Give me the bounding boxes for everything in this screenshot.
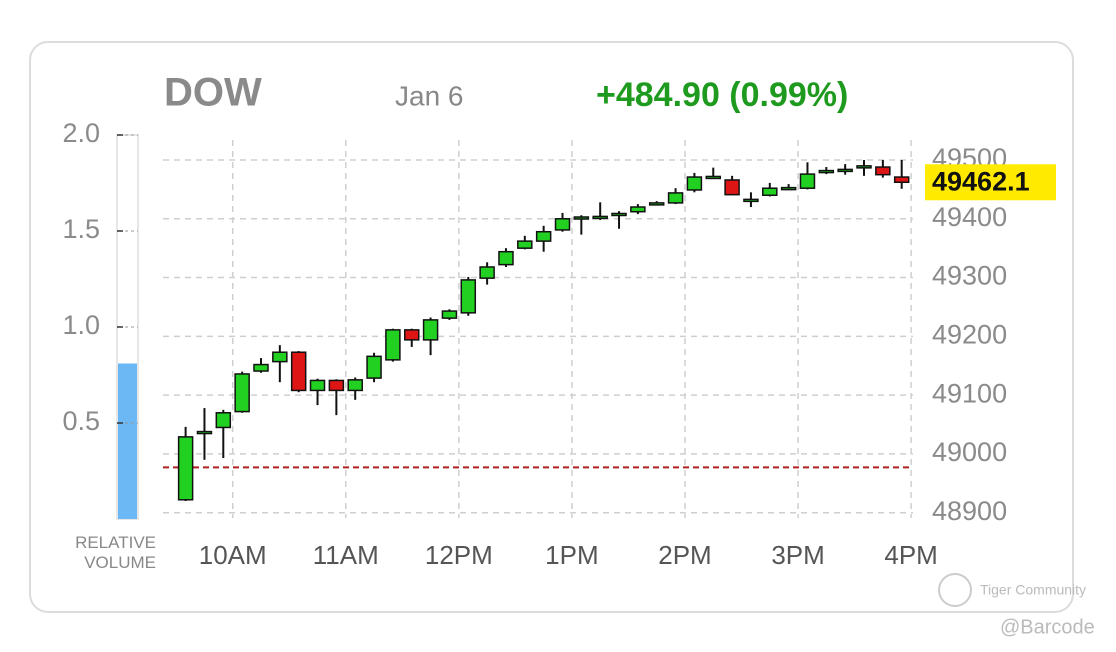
candle-body: [234, 373, 250, 413]
logo: [938, 573, 972, 607]
y-tick-label: 48900: [932, 496, 1007, 526]
candle-body: [630, 206, 646, 213]
bar: [118, 363, 137, 519]
last-price-box: [925, 164, 1056, 201]
candle-body: [705, 175, 722, 180]
watermark-user: @Barcode: [1000, 616, 1095, 638]
x-tick-label: 4PM: [884, 540, 937, 570]
candle-body: [667, 192, 684, 204]
title: DOW: [164, 71, 262, 115]
candle-body: [253, 363, 269, 372]
y-tick-label: 49300: [932, 261, 1007, 291]
card: [29, 41, 1074, 613]
candle-body: [554, 218, 571, 231]
candle-body: [856, 165, 872, 169]
candle-body: [611, 212, 627, 217]
y-tick-label: 49100: [932, 378, 1007, 408]
candle-body: [743, 198, 759, 203]
candle-body: [686, 176, 703, 191]
candle-body: [724, 179, 740, 196]
candle-body: [780, 186, 797, 191]
candle-body: [498, 250, 514, 266]
y-tick-label: 1.5: [62, 214, 100, 244]
candle-body: [177, 436, 194, 501]
y-tick-label: 1.0: [62, 310, 100, 340]
change: +484.90 (0.99%): [596, 76, 848, 114]
candle-body: [592, 215, 608, 220]
candle-body: [460, 279, 477, 314]
x-tick-label: 3PM: [771, 540, 824, 570]
candle-body: [875, 166, 891, 176]
candle-body: [422, 319, 439, 341]
watermark-brand: Tiger Community: [980, 582, 1086, 598]
candle-body: [385, 329, 401, 361]
x-tick-label: 1PM: [545, 540, 598, 570]
candle-body: [837, 168, 853, 173]
candle-body: [648, 202, 665, 206]
candle-body: [215, 412, 232, 429]
candle-body: [441, 310, 458, 319]
candle-body: [403, 329, 420, 341]
y-tick-label: 0.5: [62, 406, 100, 436]
candle-body: [799, 173, 816, 189]
x-tick-label: 11AM: [313, 540, 379, 570]
y-tick-label: 2.0: [62, 118, 100, 148]
date: Jan 6: [395, 80, 464, 111]
x-tick-label: 2PM: [658, 540, 711, 570]
candle-body: [309, 379, 326, 392]
candle-body: [818, 169, 835, 174]
candle-body: [328, 379, 345, 392]
candle-body: [479, 266, 495, 279]
candle-body: [272, 351, 288, 363]
y-tick-label: 49000: [932, 437, 1007, 467]
x-tick-label: 10AM: [199, 540, 267, 570]
candle-body: [290, 351, 307, 392]
candle-body: [535, 230, 552, 242]
y-tick-label: 49200: [932, 319, 1007, 349]
candle-body: [762, 187, 778, 197]
x-tick-label: 12PM: [425, 540, 493, 570]
last-price: 49462.1: [932, 166, 1030, 196]
candle-body: [573, 216, 590, 220]
candle-body: [517, 240, 533, 249]
candle-body: [366, 355, 382, 379]
candle-body: [893, 176, 910, 184]
candle-body: [196, 430, 213, 435]
candle-body: [347, 379, 363, 392]
volume-label: RELATIVE VOLUME: [75, 533, 156, 572]
y-tick-label: 49400: [932, 202, 1007, 232]
